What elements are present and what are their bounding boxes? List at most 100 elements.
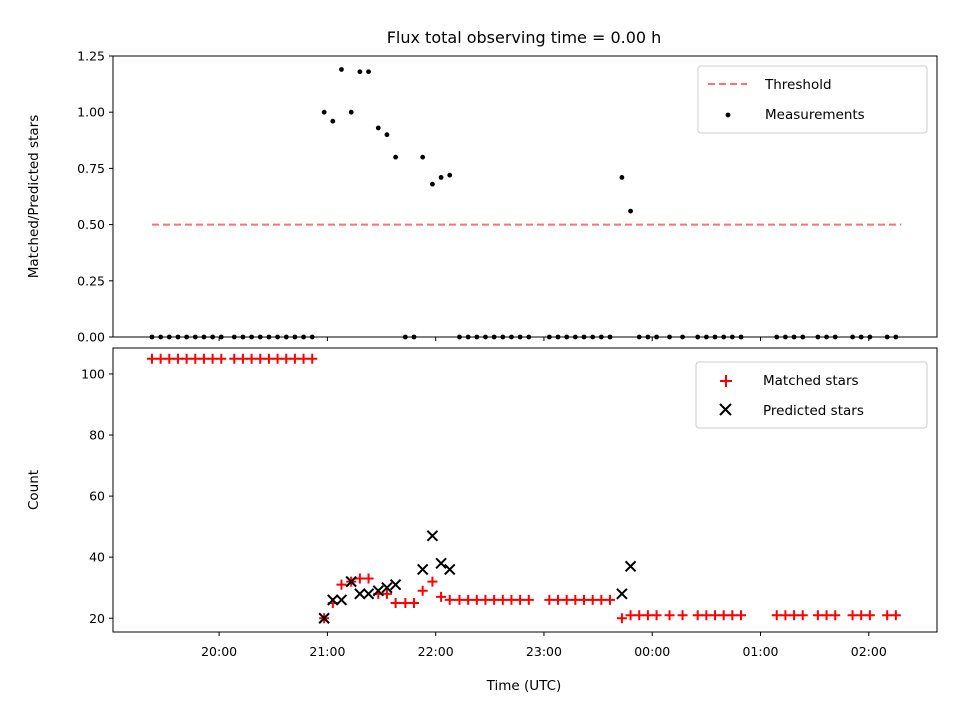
matched-star-point xyxy=(164,353,175,364)
x-tick-label: 02:00 xyxy=(851,644,887,659)
y-tick-label: 20 xyxy=(89,611,105,626)
matched-star-point xyxy=(409,597,420,608)
predicted-star-point xyxy=(345,575,357,588)
matched-star-point xyxy=(523,594,534,605)
ratio-legend: Threshold Measurements xyxy=(697,65,928,134)
matched-star-point xyxy=(454,594,465,605)
matched-star-point xyxy=(515,594,526,605)
count-y-axis-label: Count xyxy=(26,470,42,510)
matched-star-point xyxy=(616,613,627,624)
matched-star-point xyxy=(155,353,166,364)
x-tick-label: 01:00 xyxy=(742,644,778,659)
matched-star-point xyxy=(298,353,309,364)
measurement-point xyxy=(348,109,354,115)
matched-stars-points xyxy=(146,353,901,624)
matched-star-point xyxy=(736,610,747,621)
matched-star-point xyxy=(561,594,572,605)
y-tick-label: 1.00 xyxy=(77,105,105,120)
measurement-point xyxy=(447,172,453,178)
matched-star-point xyxy=(692,610,703,621)
ratio-plot-frame xyxy=(112,55,938,338)
matched-star-point xyxy=(856,610,867,621)
y-tick-label: 100 xyxy=(81,366,105,381)
measurement-point xyxy=(628,208,633,214)
matched-star-point xyxy=(890,610,901,621)
x-tick-label: 00:00 xyxy=(634,644,670,659)
matched-star-point xyxy=(255,353,266,364)
matched-star-point xyxy=(207,353,218,364)
x-tick-label: 22:00 xyxy=(418,644,454,659)
threshold-legend-label: Threshold xyxy=(764,77,832,93)
measurement-point xyxy=(438,174,444,180)
measurement-point xyxy=(375,125,381,131)
predicted-star-point xyxy=(354,588,366,600)
matched-star-point xyxy=(272,353,283,364)
matched-star-point xyxy=(634,610,645,621)
matched-star-point xyxy=(471,594,482,605)
matched-star-point xyxy=(444,594,455,605)
y-tick-label: 80 xyxy=(89,428,105,443)
predicted-legend-label: Predicted stars xyxy=(763,403,864,419)
y-tick-label: 60 xyxy=(89,489,105,504)
matched-star-point xyxy=(553,594,564,605)
matched-star-point xyxy=(727,610,738,621)
matched-legend-label: Matched stars xyxy=(763,373,859,389)
y-tick-label: 0.25 xyxy=(77,273,105,288)
matched-star-point xyxy=(847,610,858,621)
matched-star-point xyxy=(864,610,875,621)
matched-star-point xyxy=(281,353,292,364)
matched-star-point xyxy=(489,594,500,605)
count-plot-frame xyxy=(112,347,938,633)
predicted-star-point xyxy=(416,563,429,576)
matched-star-point xyxy=(497,594,508,605)
matched-star-point xyxy=(436,591,447,602)
y-tick-label: 0.75 xyxy=(77,161,105,176)
measurements-legend-swatch xyxy=(725,112,731,118)
ratio-x-ticks xyxy=(218,337,870,341)
measurement-point xyxy=(619,174,625,180)
ratio-y-ticks: 0.00 0.25 0.50 0.75 1.00 1.25 xyxy=(77,49,113,345)
matched-star-point xyxy=(570,594,581,605)
measurement-point xyxy=(393,154,399,160)
predicted-star-point xyxy=(444,563,456,576)
y-tick-label: 40 xyxy=(89,550,105,565)
matched-star-point xyxy=(400,597,411,608)
y-tick-label: 1.25 xyxy=(77,49,105,64)
matched-star-point xyxy=(354,573,365,584)
matched-star-point xyxy=(701,610,712,621)
predicted-star-point xyxy=(327,594,339,606)
matched-star-point xyxy=(677,610,688,621)
count-legend-box xyxy=(695,361,928,429)
measurement-point xyxy=(430,181,435,187)
matched-star-point xyxy=(417,585,428,596)
matched-star-point xyxy=(336,579,347,590)
predicted-star-point xyxy=(381,582,393,594)
ratio-y-axis-label: Matched/Predicted stars xyxy=(26,115,42,278)
matched-star-point xyxy=(216,353,227,364)
matched-star-point xyxy=(664,610,675,621)
matched-star-point xyxy=(289,353,300,364)
matched-star-point xyxy=(780,610,791,621)
matched-star-point xyxy=(146,353,157,364)
matched-star-point xyxy=(427,576,438,587)
measurement-point xyxy=(420,154,426,160)
matched-star-point xyxy=(381,588,392,599)
count-y-ticks: 20 40 60 80 100 xyxy=(81,366,113,626)
matched-star-point xyxy=(480,594,491,605)
count-legend: Matched stars Predicted stars xyxy=(695,361,928,429)
matched-legend-swatch xyxy=(720,375,732,387)
matched-star-point xyxy=(246,353,257,364)
measurement-point xyxy=(339,67,344,72)
predicted-star-point xyxy=(426,530,439,542)
matched-star-point xyxy=(789,610,800,621)
ratio-panel: 0.00 0.25 0.50 0.75 1.00 1.25 Matched/Predict… xyxy=(26,49,938,345)
count-panel: 20 40 60 80 100 20:00 21:00 22:00 23:00 00:00 01:… xyxy=(26,347,938,694)
matched-star-point xyxy=(198,353,209,364)
matched-star-point xyxy=(604,594,615,605)
predicted-star-point xyxy=(335,594,348,606)
matched-star-point xyxy=(642,610,653,621)
matched-star-point xyxy=(710,610,721,621)
matched-star-point xyxy=(821,610,832,621)
predicted-star-point xyxy=(372,585,384,597)
matched-star-point xyxy=(390,597,401,608)
